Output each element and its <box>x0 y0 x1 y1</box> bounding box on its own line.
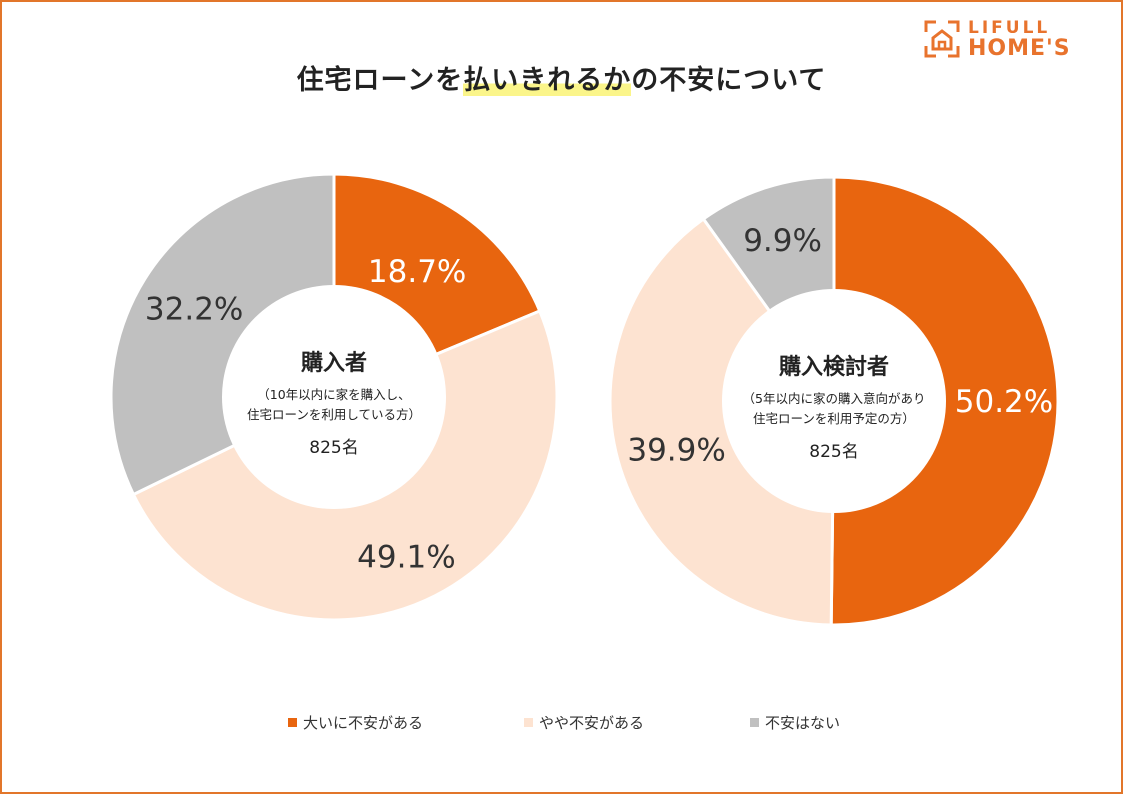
logo-line2: HOME'S <box>968 36 1071 61</box>
donut2-slice-mid <box>608 216 836 627</box>
chart-title: 住宅ローンを払いきれるかの不安について <box>0 58 1123 97</box>
title-highlight: 払いきれるか <box>463 65 632 96</box>
legend-swatch-none <box>750 718 759 727</box>
donut2-center-count: 825名 <box>809 442 858 462</box>
title-post: の不安について <box>631 65 827 96</box>
donut1-label-none: 32.2% <box>145 291 243 327</box>
house-logo-icon <box>924 20 960 58</box>
donut1-center-sub2: 住宅ローンを利用している方） <box>247 407 421 422</box>
title-pre: 住宅ローンを <box>296 65 464 96</box>
legend-item-mid: やや不安がある <box>524 712 644 733</box>
donut1-label-mid: 49.1% <box>357 539 455 575</box>
legend-item-high: 大いに不安がある <box>288 712 423 733</box>
donut2-center-sub1: （5年以内に家の購入意向があり <box>743 391 926 406</box>
legend-swatch-mid <box>524 718 533 727</box>
legend-label-mid: やや不安がある <box>539 714 645 732</box>
lifull-homes-logo: LIFULL HOME'S <box>922 18 1112 66</box>
donut2-center-sub2: 住宅ローンを利用予定の方） <box>753 411 915 426</box>
donut1-center-title: 購入者 <box>301 351 367 376</box>
donut2-hole <box>722 289 946 513</box>
donut2-label-mid: 39.9% <box>627 433 725 469</box>
donut1-label-high: 18.7% <box>368 254 466 290</box>
donut2-label-none: 9.9% <box>743 223 822 259</box>
donut2-label-high: 50.2% <box>955 384 1053 420</box>
donut1-hole <box>222 285 446 509</box>
legend-label-high: 大いに不安がある <box>303 714 424 732</box>
legend-swatch-high <box>288 718 297 727</box>
logo-line1: LIFULL <box>968 18 1051 38</box>
donut1-center-sub1: （10年以内に家を購入し、 <box>257 387 410 402</box>
donut2-center-title: 購入検討者 <box>779 354 889 380</box>
donut1-center-count: 825名 <box>309 438 358 458</box>
legend-item-none: 不安はない <box>750 712 840 733</box>
legend-label-none: 不安はない <box>765 714 841 732</box>
